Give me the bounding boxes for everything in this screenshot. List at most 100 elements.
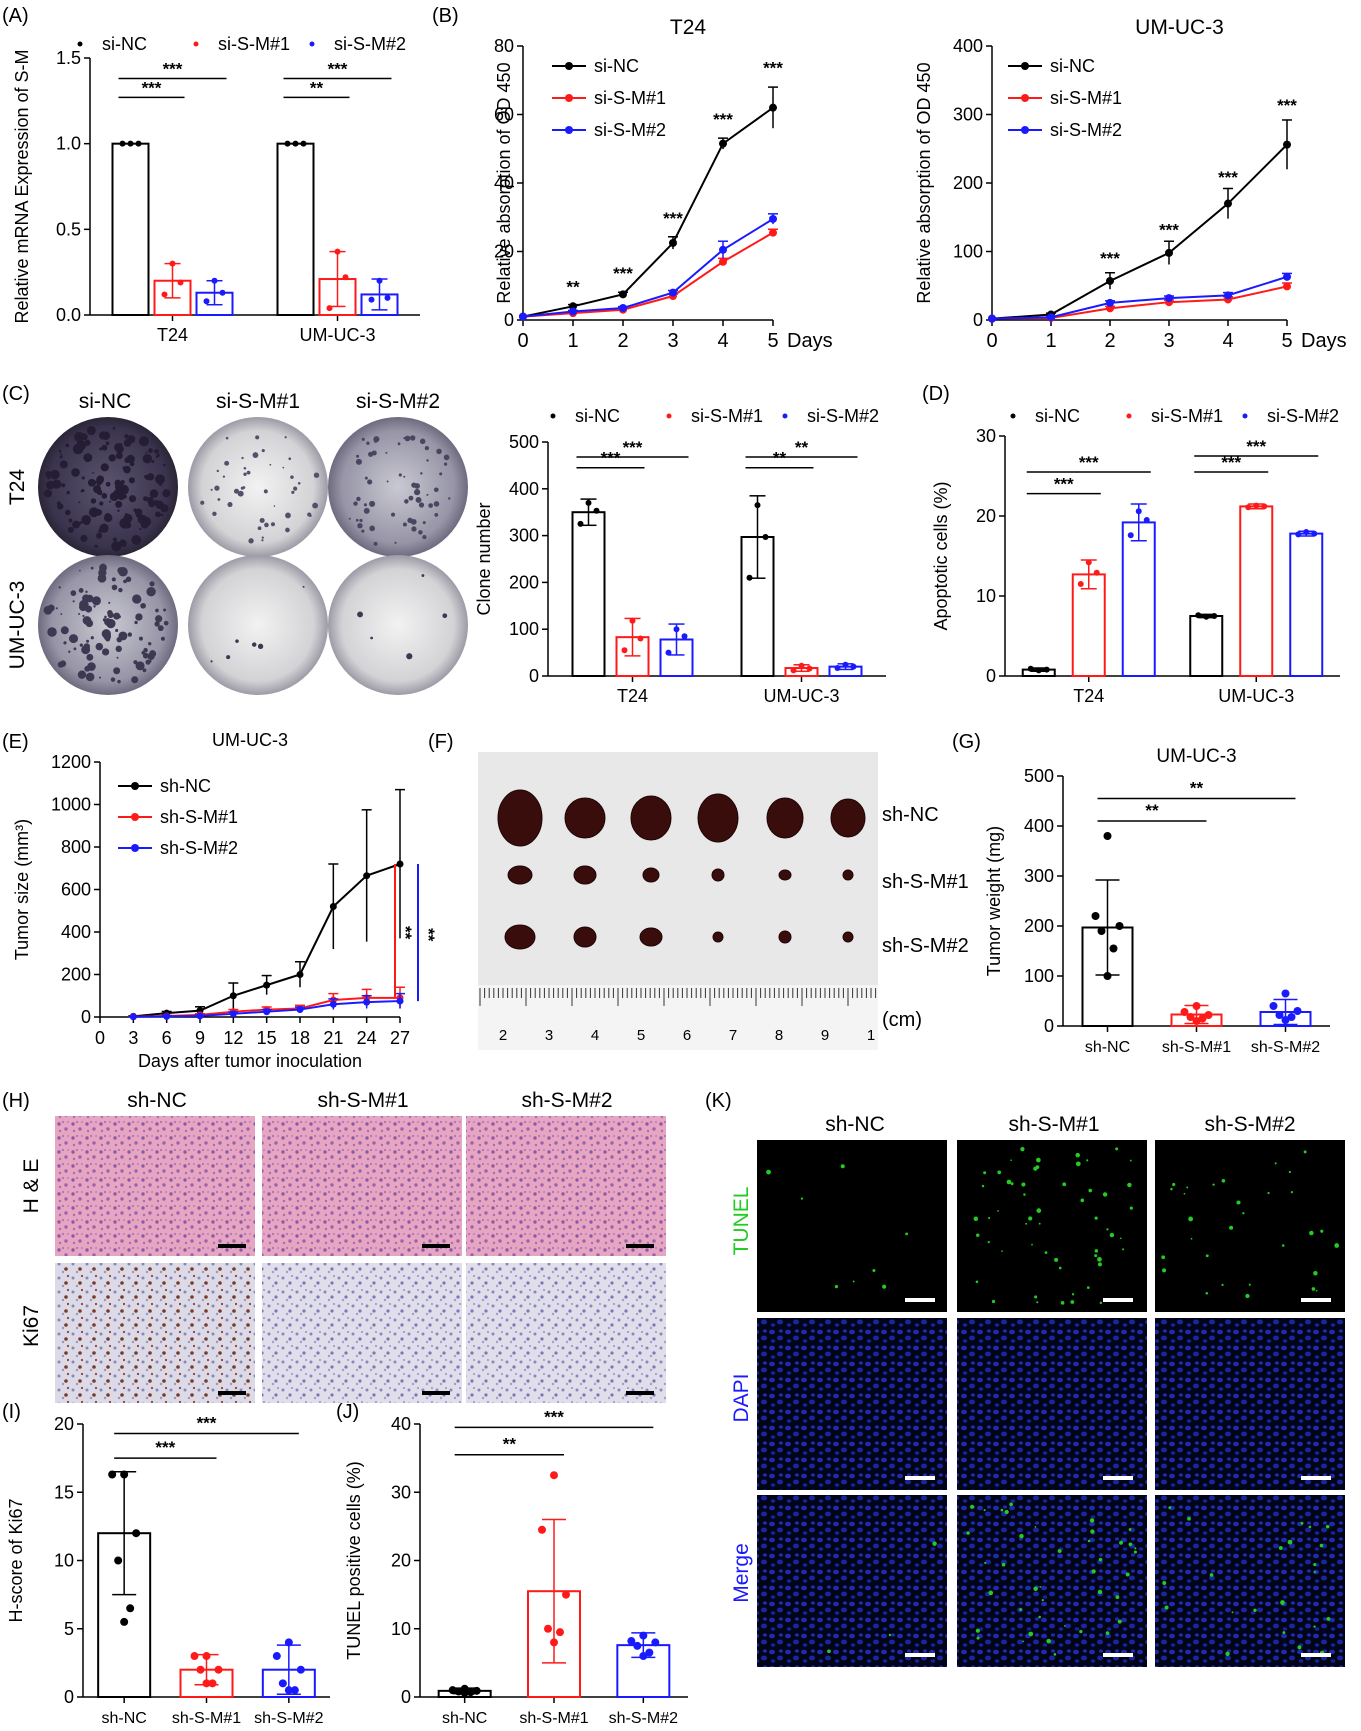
- colony: [69, 529, 72, 532]
- legend-marker: [565, 62, 573, 70]
- y-tick-label: 1.0: [56, 134, 81, 154]
- y-tick-label: 20: [976, 506, 996, 526]
- tunel-image: [957, 1140, 1147, 1312]
- colony: [43, 489, 52, 498]
- tunel-positive-dot: [1313, 1562, 1317, 1567]
- y-tick-label: 200: [1024, 916, 1054, 936]
- colony: [81, 476, 85, 480]
- tunel-positive-dot: [1325, 1524, 1330, 1529]
- colony: [222, 475, 226, 478]
- tunel-positive-dot: [1128, 1542, 1133, 1547]
- panel-letter-d: (D): [922, 383, 950, 405]
- data-point: [342, 274, 349, 281]
- data-point: [202, 1679, 211, 1688]
- colony: [105, 481, 111, 487]
- data-point: [1106, 304, 1114, 313]
- tunel-positive-dot: [1287, 1539, 1293, 1545]
- colony: [361, 437, 365, 441]
- colony: [50, 469, 60, 480]
- colony: [394, 541, 397, 544]
- colony: [212, 511, 217, 517]
- tunel-positive-dot: [1320, 1229, 1324, 1233]
- bar: [276, 142, 315, 316]
- colony: [58, 449, 62, 453]
- data-point: [460, 1688, 469, 1697]
- colony: [135, 613, 143, 621]
- y-tick-label: 20: [54, 1414, 74, 1434]
- x-tick-label: 3: [667, 330, 678, 352]
- colony: [140, 602, 146, 609]
- y-tick-label: 800: [61, 837, 91, 857]
- tunel-positive-dot: [827, 1649, 831, 1654]
- colony: [70, 590, 77, 596]
- data-point: [296, 1665, 305, 1674]
- x-tick-label: sh-S-M#1: [172, 1710, 241, 1727]
- y-tick-label: 300: [509, 526, 539, 546]
- data-point: [190, 1652, 199, 1661]
- data-point: [1091, 912, 1100, 920]
- colony: [157, 625, 164, 632]
- tumor: [504, 924, 536, 950]
- y-tick-label: 0: [1044, 1016, 1054, 1036]
- colony: [155, 608, 159, 613]
- colony: [133, 660, 138, 665]
- colony: [60, 453, 63, 456]
- data-point: [621, 647, 628, 654]
- tunel-image: [757, 1140, 947, 1312]
- tunel-positive-dot: [1094, 1249, 1099, 1253]
- colony: [366, 441, 370, 445]
- tunel-positive-dot: [1062, 1182, 1067, 1187]
- legend-marker: [131, 813, 139, 821]
- colony: [111, 541, 122, 552]
- data-point: [1283, 282, 1291, 291]
- colony: [52, 479, 62, 489]
- colony: [56, 501, 61, 506]
- tunel-positive-dot: [932, 1541, 937, 1546]
- legend-marker: [565, 94, 573, 102]
- tumor: [778, 930, 792, 944]
- data-point: [1211, 613, 1218, 619]
- data-point: [1192, 1017, 1201, 1025]
- scale-bars: [905, 1298, 1331, 1657]
- x-tick-label: sh-NC: [1085, 1039, 1130, 1056]
- chart-title: UM-UC-3: [212, 730, 288, 750]
- colony: [261, 449, 265, 453]
- x-tick-label: 5: [767, 330, 778, 352]
- data-point: [114, 1556, 123, 1565]
- colony: [68, 518, 73, 523]
- data-point: [645, 1648, 654, 1657]
- colony: [302, 585, 305, 588]
- colony: [146, 587, 156, 597]
- colony: [140, 664, 143, 666]
- data-point: [1085, 559, 1092, 566]
- colony: [443, 462, 448, 466]
- legend-label: sh-S-M#2: [160, 838, 238, 858]
- tunel-positive-dot: [1125, 1572, 1130, 1577]
- fluorescence-row-label: DAPI: [730, 1373, 753, 1422]
- colony: [361, 529, 365, 533]
- colony: [348, 517, 351, 520]
- significance-label: **: [773, 449, 787, 468]
- data-point: [1283, 140, 1291, 149]
- colony: [128, 495, 137, 503]
- colony: [134, 508, 143, 517]
- tunel-positive-dot: [1164, 1605, 1169, 1610]
- colony: [149, 489, 159, 498]
- tunel-positive-dot: [1280, 1600, 1285, 1605]
- colony: [92, 472, 94, 474]
- data-point: [593, 507, 600, 514]
- colony: [257, 526, 262, 531]
- data-point: [203, 298, 210, 305]
- data-point: [769, 214, 777, 223]
- x-tick-label: 21: [323, 1028, 343, 1048]
- tunel-positive-dot: [1004, 1509, 1009, 1515]
- colony: [79, 603, 87, 612]
- colony: [115, 444, 124, 454]
- legend-marker: [309, 41, 315, 47]
- data-point: [384, 294, 391, 301]
- tunel-positive-dot: [984, 1561, 987, 1564]
- x-tick-label: UM-UC-3: [764, 686, 840, 706]
- tunel-positive-dot: [1288, 1170, 1291, 1174]
- tunel-positive-dot: [1058, 1266, 1062, 1270]
- merge-image: [757, 1495, 947, 1667]
